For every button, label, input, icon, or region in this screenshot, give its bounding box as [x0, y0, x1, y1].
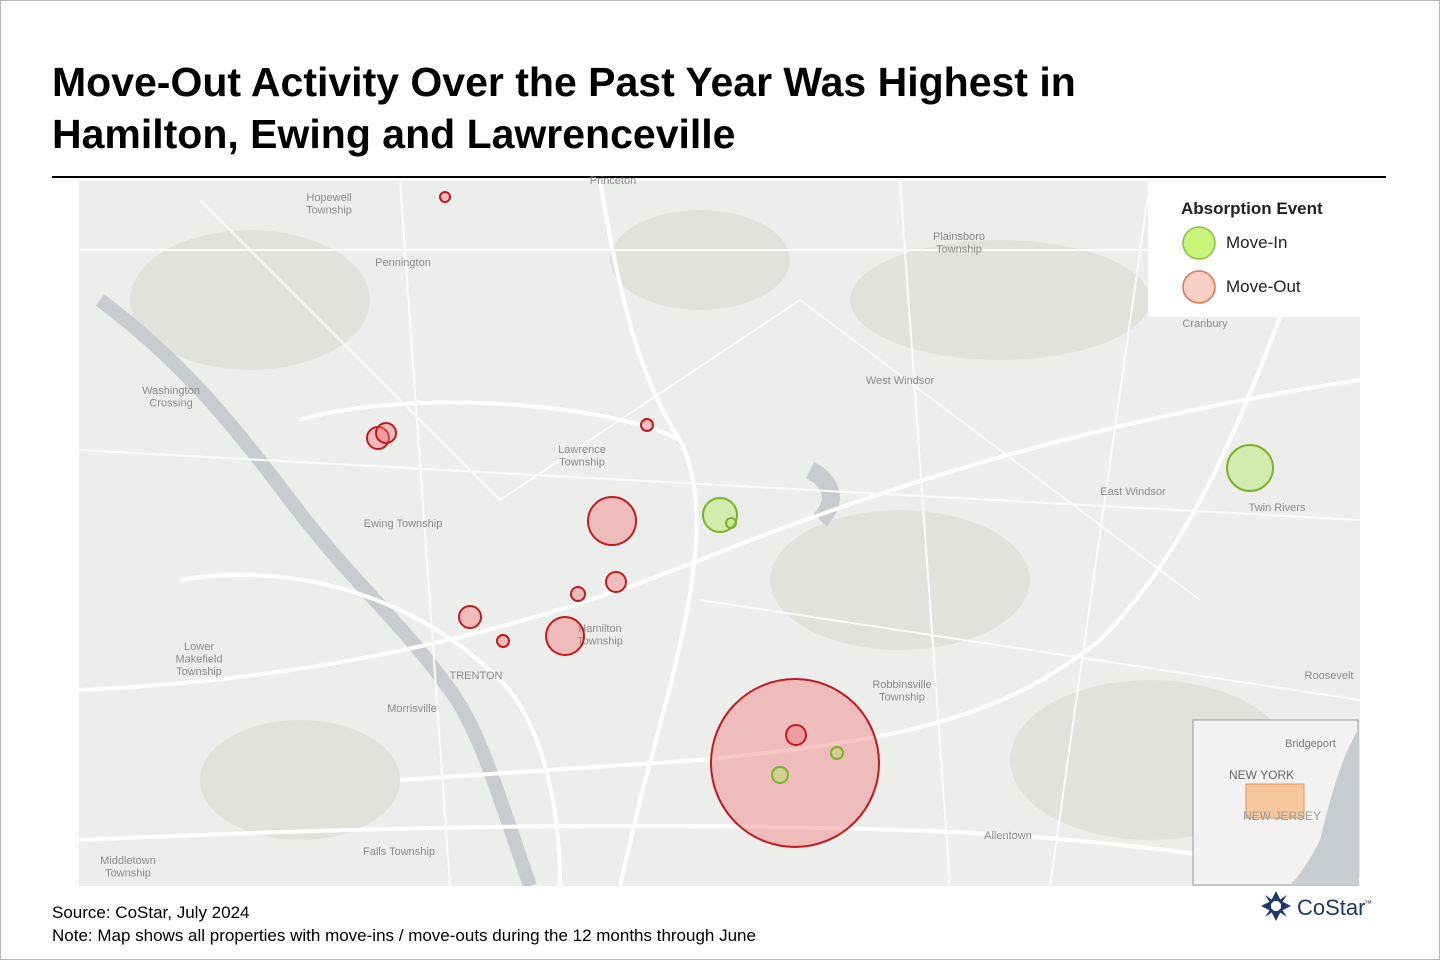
legend-swatch — [1182, 226, 1216, 260]
logo: CoStar ™ — [1261, 891, 1372, 921]
green-areas — [130, 210, 1290, 840]
legend-title: Absorption Event — [1181, 199, 1323, 218]
legend: Absorption Event Move-In Move-Out — [1148, 181, 1360, 317]
place-label: East Windsor — [1100, 486, 1166, 498]
place-label: Washington — [142, 385, 200, 397]
title-line: Move-Out Activity Over the Past Year Was… — [52, 59, 1076, 105]
move-out-bubble — [570, 586, 586, 602]
place-label: West Windsor — [866, 375, 935, 387]
river — [95, 294, 537, 886]
move-out-bubble — [587, 496, 637, 546]
place-label: Cranbury — [1182, 318, 1228, 330]
legend-label: Move-Out — [1226, 277, 1301, 296]
logo-mark: ™ — [1364, 899, 1372, 908]
place-label: Pennington — [375, 257, 431, 269]
inset-water — [1290, 730, 1358, 885]
move-in-bubble — [830, 746, 844, 760]
move-out-bubble — [785, 724, 807, 746]
place-label: Ewing Township — [364, 518, 443, 530]
map: PrincetonHopewellTownshipPenningtonPlain… — [79, 175, 1360, 886]
move-out-bubble — [640, 418, 654, 432]
move-out-bubble — [439, 191, 451, 203]
move-in-bubble — [725, 517, 737, 529]
move-out-bubble — [710, 678, 880, 848]
move-out-bubble — [375, 422, 397, 444]
inset-map: Bridgeport NEW YORK NEW JERSEY — [1192, 719, 1359, 886]
place-label: Hamilton — [578, 623, 621, 635]
place-label: Princeton — [590, 175, 636, 187]
place-label: TRENTON — [450, 670, 503, 682]
place-label: Township — [879, 692, 925, 704]
inset-label: Bridgeport — [1285, 738, 1336, 750]
legend-swatch — [1182, 270, 1216, 304]
place-label: Morrisville — [387, 703, 437, 715]
place-label: Township — [936, 244, 982, 256]
move-out-bubble — [605, 571, 627, 593]
place-labels: PrincetonHopewellTownshipPenningtonPlain… — [100, 175, 1353, 880]
move-in-bubble — [702, 497, 738, 533]
move-out-bubble — [545, 616, 585, 656]
place-label: Township — [306, 205, 352, 217]
place-label: Lower — [184, 641, 214, 653]
place-label: Township — [105, 868, 151, 880]
place-label: Robbinsville — [872, 679, 931, 691]
place-label: Makefield — [175, 654, 222, 666]
logo-text: CoStar — [1297, 895, 1365, 920]
logo-icon — [1261, 891, 1291, 921]
minor-roads — [79, 181, 1360, 886]
move-in-bubble — [1226, 444, 1274, 492]
inset-label: NEW JERSEY — [1243, 809, 1321, 823]
place-label: Township — [559, 457, 605, 469]
place-label: Plainsboro — [933, 231, 985, 243]
place-label: Lawrence — [558, 444, 606, 456]
move-in-bubble — [771, 766, 789, 784]
place-label: Township — [176, 666, 222, 678]
move-out-bubble — [458, 605, 482, 629]
place-label: Middletown — [100, 855, 156, 867]
place-label: Twin Rivers — [1249, 502, 1306, 514]
source: Source: CoStar, July 2024 — [52, 903, 250, 922]
title-line: Hamilton, Ewing and Lawrenceville — [52, 111, 736, 157]
note: Note: Map shows all properties with move… — [52, 926, 756, 945]
place-label: Hopewell — [306, 192, 351, 204]
inset-extent — [1245, 783, 1305, 819]
place-label: Crossing — [149, 398, 192, 410]
absorption-bubbles — [366, 191, 1274, 848]
place-label: Roosevelt — [1305, 670, 1354, 682]
place-label: Allentown — [984, 830, 1032, 842]
legend-box — [1148, 181, 1360, 317]
place-label: Township — [577, 636, 623, 648]
place-label: Falls Township — [363, 846, 435, 858]
legend-label: Move-In — [1226, 233, 1287, 252]
move-out-bubble — [496, 634, 510, 648]
inset-label: NEW YORK — [1229, 768, 1294, 782]
